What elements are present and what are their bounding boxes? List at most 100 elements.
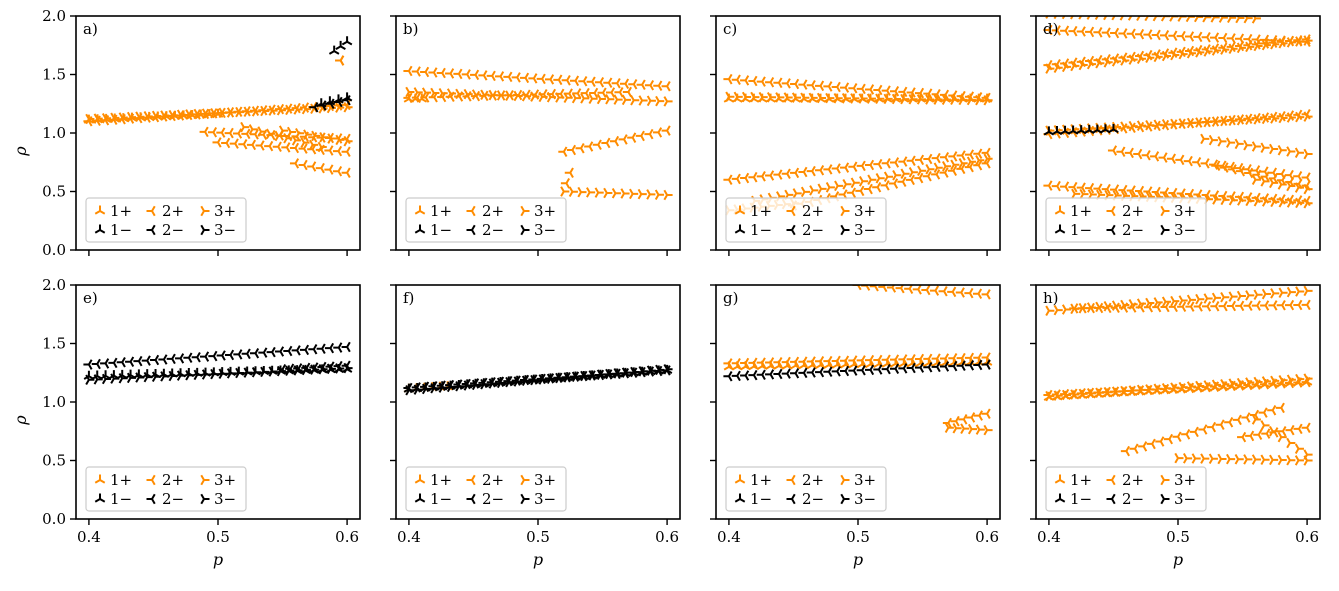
legend-label: 2+: [802, 202, 824, 220]
data-point: [1170, 118, 1180, 130]
data-point: [1151, 186, 1161, 198]
legend: 1+ 2+ 3+ 1− 2− 3−: [725, 197, 887, 243]
data-point: [1294, 182, 1304, 193]
data-point: [317, 141, 327, 153]
legend-label: 3−: [854, 490, 876, 508]
data-point: [663, 96, 673, 107]
data-point: [856, 160, 866, 172]
legend-marker: [786, 224, 796, 236]
series-curve: [278, 125, 353, 147]
data-point: [864, 84, 875, 95]
data-point: [341, 167, 351, 179]
data-point: [277, 363, 287, 375]
series-curve: [1251, 414, 1313, 460]
data-point: [637, 188, 647, 200]
data-point: [257, 126, 267, 137]
data-point: [1077, 303, 1087, 314]
data-point: [1194, 16, 1204, 23]
x-tick-label: 0.4: [77, 528, 101, 546]
data-point: [1218, 16, 1228, 23]
data-point: [1189, 426, 1199, 438]
data-point: [341, 36, 353, 46]
series-curve: [560, 186, 673, 201]
data-point: [1076, 26, 1086, 37]
data-point: [798, 166, 808, 178]
data-point: [1086, 16, 1091, 20]
data-point: [1181, 429, 1191, 440]
data-point: [1243, 300, 1253, 312]
data-point: [922, 170, 932, 182]
data-point: [521, 89, 531, 101]
data-point: [295, 128, 305, 139]
data-point: [806, 165, 816, 177]
data-point: [1120, 445, 1130, 457]
data-point: [1260, 176, 1270, 187]
data-point: [1151, 29, 1161, 41]
data-point: [1211, 45, 1221, 56]
x-tick-label: 0.6: [975, 528, 999, 546]
data-point: [1186, 117, 1196, 129]
data-point: [892, 170, 902, 181]
data-point: [1094, 302, 1104, 314]
data-point: [1253, 289, 1263, 300]
panel: d) 1+ 2+ 3+ 1− 2− 3−: [1030, 15, 1321, 256]
legend-label: 2+: [1122, 202, 1144, 220]
data-point: [881, 363, 891, 375]
data-point: [825, 182, 835, 193]
legend-marker: [520, 474, 530, 486]
data-point: [1061, 61, 1072, 73]
data-point: [798, 356, 808, 367]
legend-entry: 2+: [466, 471, 504, 489]
data-point: [867, 174, 877, 186]
data-point: [319, 131, 329, 143]
series-curve: [1045, 111, 1313, 136]
data-point: [274, 130, 284, 142]
data-point: [831, 81, 841, 93]
legend-label: 3+: [1174, 202, 1196, 220]
data-point: [1215, 419, 1225, 430]
data-point: [944, 422, 954, 434]
data-point: [462, 91, 472, 102]
panel-grid: 0.0 0.5 1.0 1.5 2.0 ρ a) 1+ 2+ 3+ 1− 2− 3− b) 1+ 2+ 3+ 1−…: [11, 7, 1321, 569]
legend-entry: 1+: [1054, 471, 1092, 489]
data-point: [823, 81, 833, 92]
data-point: [133, 355, 143, 367]
series-curve: [787, 158, 991, 211]
panel: 0.4 0.5 0.6 p g) 1+ 2+ 3+ 1− 2− 3−: [710, 284, 1001, 569]
data-point: [1258, 407, 1268, 418]
data-point: [1227, 164, 1237, 175]
legend-label: 1−: [430, 490, 452, 508]
data-point: [1101, 27, 1111, 38]
data-point: [1161, 119, 1172, 130]
data-point: [781, 368, 791, 379]
data-point: [1053, 62, 1063, 74]
data-point: [1244, 167, 1254, 179]
data-point: [858, 176, 869, 187]
data-point: [848, 355, 858, 366]
data-point: [1278, 38, 1288, 49]
data-point: [1170, 49, 1180, 61]
data-point: [880, 180, 890, 191]
data-point: [1103, 57, 1113, 68]
data-point: [881, 158, 891, 169]
legend-label: 1−: [1070, 490, 1092, 508]
legend-marker: [414, 224, 426, 234]
legend-marker: [520, 205, 530, 217]
data-point: [750, 91, 760, 103]
data-point: [504, 89, 514, 101]
data-point: [1237, 431, 1247, 443]
data-point: [1228, 291, 1238, 302]
data-point: [1068, 25, 1078, 37]
legend-entry: 2−: [1106, 490, 1144, 508]
data-point: [627, 132, 637, 143]
data-point: [906, 155, 916, 166]
y-tick-label: 2.0: [42, 276, 66, 294]
data-point: [906, 353, 916, 365]
data-point: [260, 105, 270, 117]
data-point: [798, 79, 808, 90]
data-point: [1269, 454, 1279, 466]
panel-label: c): [723, 20, 737, 38]
data-point: [1211, 160, 1221, 172]
data-point: [594, 77, 605, 88]
legend-marker: [1054, 474, 1066, 484]
